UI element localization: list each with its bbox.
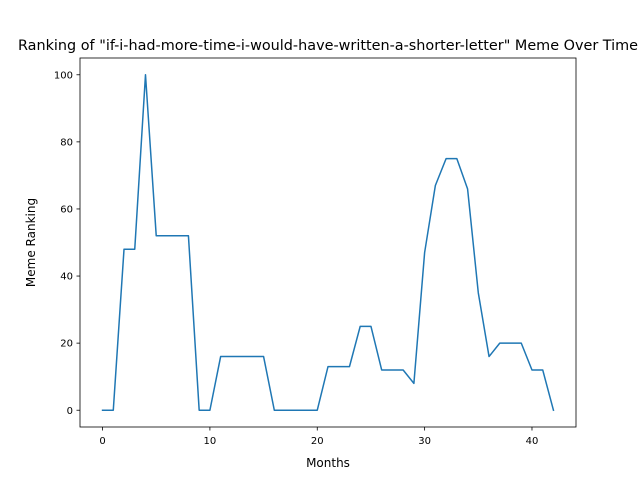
x-tick-label: 40: [526, 436, 539, 447]
y-tick-label: 0: [67, 406, 73, 417]
plot-area: [101, 74, 555, 412]
y-axis: 0 20 40 60 80 100: [54, 70, 80, 417]
y-axis-label: Meme Ranking: [24, 198, 38, 287]
series-line-0: [101, 74, 555, 412]
y-tick-label: 20: [60, 339, 73, 350]
y-tick-label: 80: [60, 137, 73, 148]
chart-title: Ranking of "if-i-had-more-time-i-would-h…: [18, 38, 638, 54]
x-tick-label: 10: [204, 436, 217, 447]
x-tick-label: 0: [99, 436, 105, 447]
y-tick-label: 40: [60, 272, 73, 283]
x-tick-label: 20: [311, 436, 324, 447]
y-tick-label: 100: [54, 70, 73, 81]
x-axis: 0 10 20 30 40: [99, 427, 538, 447]
y-tick-label: 60: [60, 205, 73, 216]
axes-frame: [79, 57, 577, 428]
x-tick-label: 30: [418, 436, 431, 447]
x-axis-label: Months: [306, 456, 350, 470]
